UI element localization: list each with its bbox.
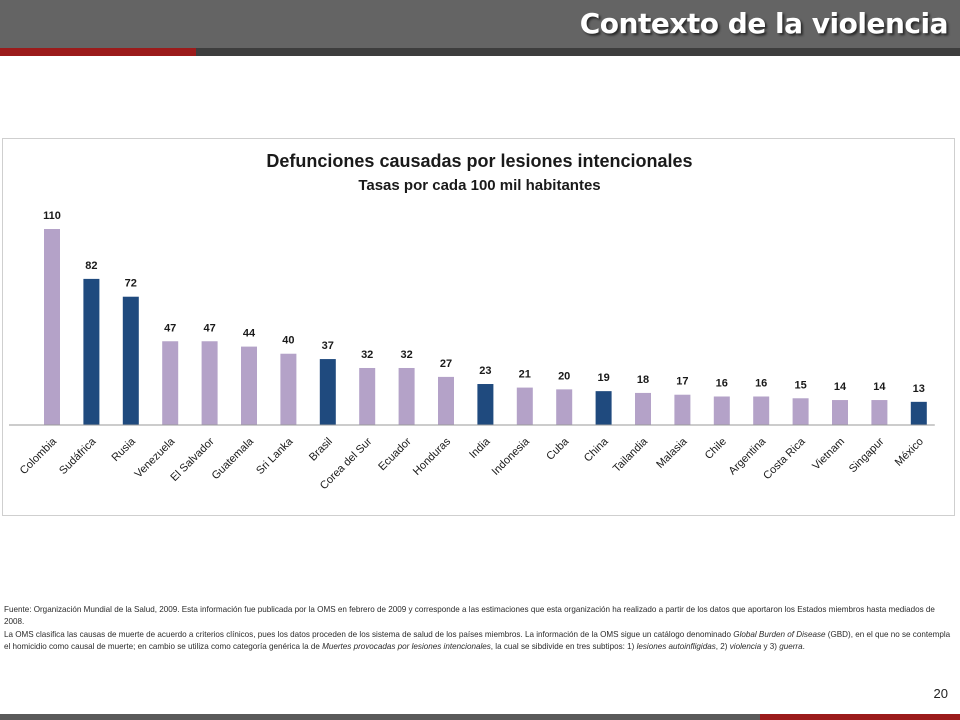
bar-rusia — [122, 296, 139, 425]
data-label-chile: 16 — [716, 377, 728, 389]
page-number: 20 — [933, 686, 948, 701]
chart-subtitle: Tasas por cada 100 mil habitantes — [358, 177, 601, 194]
data-label-colombia: 110 — [43, 210, 61, 222]
page-title: Contexto de la violencia — [579, 7, 949, 40]
bar-chart: 110Colombia82Sudáfrica72Rusia47Venezuela… — [9, 210, 935, 492]
category-label-brasil: Brasil — [307, 436, 335, 464]
chart-title: Defunciones causadas por lesiones intenc… — [266, 151, 693, 171]
data-label-ecuador: 32 — [400, 349, 412, 361]
footnote-source: Fuente: Organización Mundial de la Salud… — [4, 605, 935, 627]
data-label-india: 23 — [479, 365, 491, 377]
bar-tailandia — [635, 392, 651, 425]
bar-malasia — [674, 394, 691, 425]
category-label-indonesia: Indonesia — [490, 435, 533, 478]
bar-honduras — [438, 376, 454, 425]
data-label-argentina: 16 — [755, 377, 767, 389]
footer-accent-red — [760, 714, 960, 720]
data-label-china: 19 — [597, 372, 609, 384]
header-accent-red — [0, 48, 196, 56]
bar-colombia — [44, 229, 60, 425]
category-label-sri-lanka: Sri Lanka — [254, 435, 296, 477]
bar-india — [477, 384, 494, 425]
chart-panel: Defunciones causadas por lesiones intenc… — [2, 138, 955, 516]
data-label-rusia: 72 — [125, 278, 137, 290]
bar-chile — [713, 396, 730, 425]
category-label-mexico: México — [893, 436, 926, 469]
data-label-brasil: 37 — [322, 340, 334, 352]
data-label-vietnam: 14 — [834, 381, 847, 393]
category-label-vietnam: Vietnam — [810, 436, 847, 473]
data-label-venezuela: 47 — [164, 322, 176, 334]
data-label-mexico: 13 — [913, 383, 925, 395]
category-label-costa-rica: Costa Rica — [761, 435, 808, 482]
data-label-el-salvador: 47 — [203, 322, 215, 334]
bar-el-salvador — [201, 341, 218, 425]
footnote-classification: La OMS clasifica las causas de muerte de… — [4, 629, 951, 652]
category-label-guatemala: Guatemala — [210, 435, 257, 482]
bar-mexico — [910, 401, 927, 425]
footer-accent-grey — [0, 714, 760, 720]
bar-guatemala — [241, 346, 257, 425]
bar-corea-del-sur — [359, 367, 376, 425]
category-label-colombia: Colombia — [18, 435, 60, 477]
category-label-rusia: Rusia — [110, 435, 139, 464]
category-label-cuba: Cuba — [544, 435, 572, 463]
bar-brasil — [319, 359, 336, 425]
category-label-chile: Chile — [703, 436, 729, 462]
bar-sri-lanka — [280, 353, 297, 425]
header-bar — [0, 0, 960, 48]
header-accent-grey — [196, 48, 960, 56]
source-footnote: Fuente: Organización Mundial de la Salud… — [4, 604, 956, 654]
bar-indonesia — [516, 387, 533, 425]
data-label-cuba: 20 — [558, 370, 570, 382]
data-label-guatemala: 44 — [243, 328, 256, 340]
data-label-sri-lanka: 40 — [282, 335, 294, 347]
bar-ecuador — [398, 367, 415, 425]
bar-vietnam — [832, 400, 848, 425]
data-label-costa-rica: 15 — [794, 379, 806, 391]
data-label-singapur: 14 — [873, 381, 886, 393]
category-label-china: China — [582, 435, 611, 464]
category-label-malasia: Malasia — [654, 435, 690, 471]
category-label-sudafrica: Sudáfrica — [57, 435, 99, 477]
category-label-singapur: Singapur — [847, 435, 887, 475]
data-label-sudafrica: 82 — [85, 260, 97, 272]
category-label-ecuador: Ecuador — [376, 435, 414, 473]
bar-china — [595, 391, 612, 425]
data-label-indonesia: 21 — [519, 369, 531, 381]
bar-cuba — [556, 389, 573, 425]
data-label-honduras: 27 — [440, 358, 452, 370]
bar-singapur — [871, 400, 888, 425]
data-label-malasia: 17 — [676, 376, 688, 388]
category-label-tailandia: Tailandia — [611, 435, 651, 475]
data-label-corea-del-sur: 32 — [361, 349, 373, 361]
bar-sudafrica — [83, 278, 100, 425]
category-label-india: India — [467, 435, 493, 461]
bar-argentina — [753, 396, 770, 425]
bar-costa-rica — [792, 398, 809, 425]
bar-venezuela — [162, 341, 179, 425]
data-label-tailandia: 18 — [637, 374, 649, 386]
category-label-honduras: Honduras — [411, 435, 454, 478]
